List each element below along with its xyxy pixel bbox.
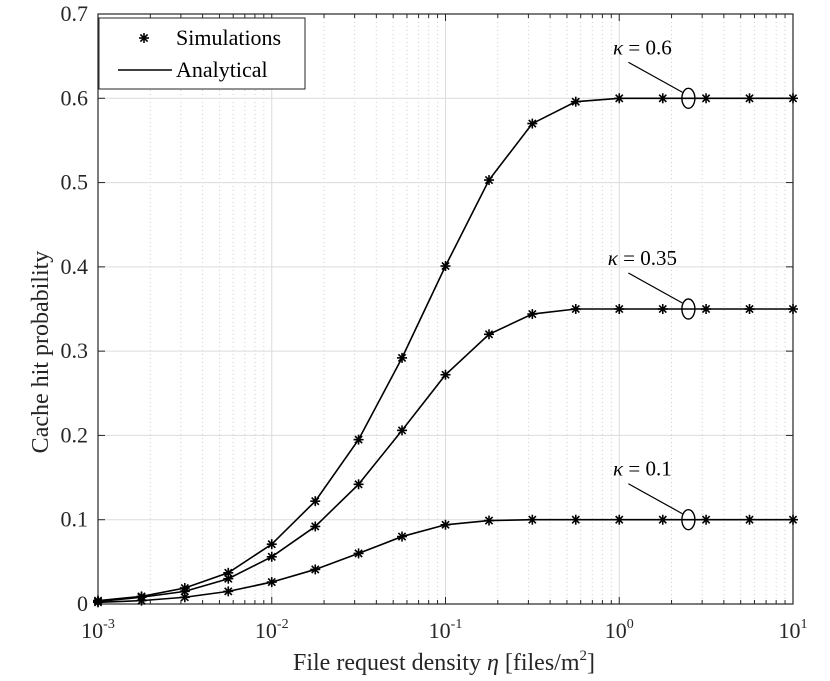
data-point-marker	[570, 514, 581, 525]
data-point-marker	[179, 592, 190, 603]
kappa-value: = 0.35	[618, 246, 677, 270]
data-point-marker	[353, 434, 364, 445]
x-tick-exponent: -3	[103, 617, 115, 632]
data-point-marker	[701, 93, 712, 104]
data-point-marker	[614, 93, 625, 104]
data-point-marker	[657, 93, 668, 104]
y-tick-label: 0.6	[61, 85, 89, 110]
data-point-marker	[223, 586, 234, 597]
data-point-marker	[788, 93, 798, 104]
x-tick-labels: 10-3 10-2 10-1 100 101	[81, 617, 807, 643]
x-tick-exponent: 0	[627, 617, 634, 632]
annotation-label: κ = 0.6	[613, 35, 672, 59]
y-axis-label: Cache hit probability	[28, 251, 54, 454]
y-tick-label: 0.1	[61, 507, 89, 532]
data-point-marker	[93, 597, 103, 608]
x-tick-base: 10	[81, 618, 103, 643]
data-point-marker	[440, 261, 451, 272]
data-point-marker	[310, 564, 321, 575]
data-point-marker	[527, 309, 538, 320]
data-point-marker	[353, 479, 364, 490]
data-point-marker	[744, 93, 755, 104]
x-tick-base: 10	[605, 618, 627, 643]
y-tick-label: 0.5	[61, 170, 89, 195]
x-tick-exponent: 1	[801, 617, 808, 632]
legend-label-simulations: Simulations	[176, 25, 281, 50]
data-point-marker	[440, 369, 451, 380]
data-point-marker	[570, 96, 581, 107]
data-point-marker	[570, 304, 581, 314]
y-tick-labels: 0 0.1 0.2 0.3 0.4 0.5 0.6 0.7	[61, 1, 89, 616]
x-tick-base: 10	[429, 618, 451, 643]
y-tick-label: 0.4	[61, 254, 89, 279]
x-tick-exponent: -1	[451, 617, 463, 632]
kappa-symbol: κ	[613, 35, 624, 59]
x-tick-exponent: -2	[277, 617, 289, 632]
x-axis-label: File request density η [files/m2]	[293, 648, 595, 676]
y-tick-label: 0	[77, 591, 88, 616]
x-tick-label: 10-1	[429, 617, 463, 643]
y-tick-label: 0.2	[61, 422, 89, 447]
data-point-marker	[788, 304, 798, 314]
annotation-leader-line	[628, 272, 683, 304]
legend-marker-simulations	[139, 33, 149, 43]
data-point-marker	[397, 352, 408, 363]
data-point-marker	[788, 514, 798, 525]
data-point-marker	[527, 118, 538, 129]
annotation-leader-line	[628, 61, 683, 93]
data-point-marker	[353, 548, 364, 559]
data-point-marker	[484, 329, 495, 340]
data-point-marker	[614, 304, 625, 314]
data-point-marker	[440, 519, 451, 530]
legend-box	[98, 17, 306, 90]
legend-label-analytical: Analytical	[176, 57, 268, 82]
annotation-label: κ = 0.1	[613, 457, 672, 481]
kappa-symbol: κ	[613, 457, 624, 481]
data-point-marker	[701, 304, 712, 314]
data-point-marker	[484, 515, 495, 526]
data-point-marker	[657, 514, 668, 525]
data-point-marker	[701, 514, 712, 525]
data-point-marker	[657, 304, 668, 314]
kappa-value: = 0.1	[623, 457, 672, 481]
data-point-marker	[136, 595, 147, 606]
data-point-marker	[266, 577, 277, 588]
data-point-marker	[310, 521, 321, 532]
data-point-marker	[484, 175, 495, 186]
x-tick-label: 101	[779, 617, 808, 643]
data-point-marker	[397, 425, 408, 436]
x-tick-label: 10-2	[255, 617, 289, 643]
x-tick-label: 10-3	[81, 617, 115, 643]
x-tick-base: 10	[779, 618, 801, 643]
legend: Simulations Analytical	[98, 17, 306, 90]
series-layer	[93, 93, 798, 608]
data-point-marker	[527, 514, 538, 525]
annotation-ellipse	[681, 298, 696, 320]
annotation-ellipse	[681, 87, 696, 109]
data-point-marker	[266, 551, 277, 562]
data-point-marker	[614, 514, 625, 525]
data-point-marker	[744, 514, 755, 525]
x-tick-base: 10	[255, 618, 277, 643]
annotation-ellipse	[681, 509, 696, 531]
data-point-marker	[397, 531, 408, 542]
y-tick-label: 0.3	[61, 338, 89, 363]
data-point-marker	[744, 304, 755, 314]
data-point-marker	[223, 573, 234, 584]
y-tick-label: 0.7	[61, 1, 89, 26]
x-tick-label: 100	[605, 617, 634, 643]
data-point-marker	[310, 496, 321, 507]
kappa-symbol: κ	[608, 246, 619, 270]
data-point-marker	[266, 539, 277, 550]
annotations: κ = 0.6κ = 0.35κ = 0.1	[608, 35, 696, 531]
annotation-leader-line	[628, 483, 683, 515]
annotation-label: κ = 0.35	[608, 246, 677, 270]
kappa-value: = 0.6	[623, 35, 672, 59]
